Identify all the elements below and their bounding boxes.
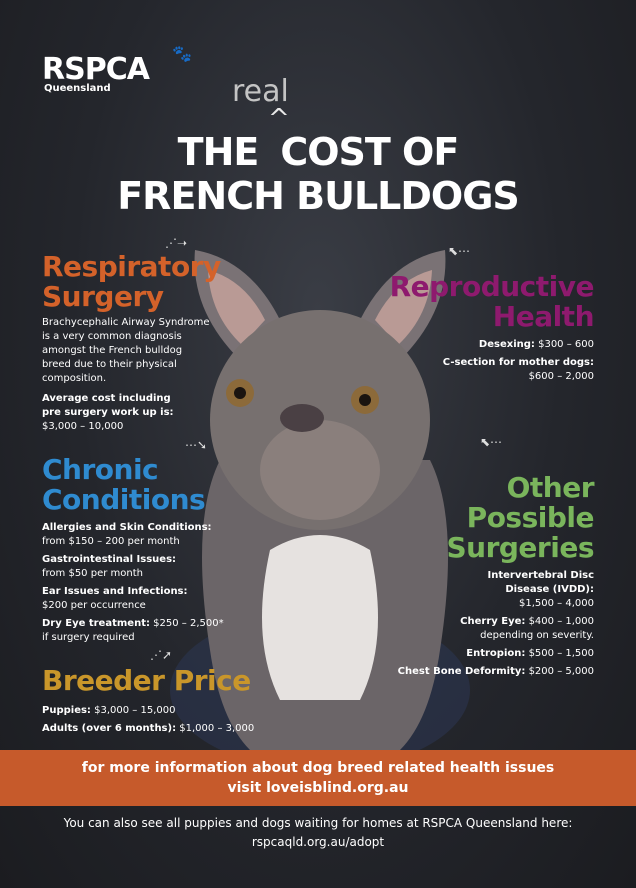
other-surgeries-section: Other Possible Surgeries Intervertebral … [397,471,595,678]
dotted-arrow-icon: ⋰➝ [165,236,188,250]
dotted-arrow-icon: ⋰➚ [150,648,173,662]
rspca-logo: RSPCA Queensland 🐾 [42,44,192,94]
title-insert: real [232,74,289,109]
reproductive-section: Reproductive Health Desexing: $300 – 600… [389,270,595,383]
caret-icon: ^ [268,104,290,134]
chronic-section: Chronic Conditions Allergies and Skin Co… [42,453,224,644]
page-title: THE COST OF FRENCH BULLDOGS [117,130,520,218]
french-bulldog-photo [170,250,470,750]
paw-prints-icon: 🐾 [172,44,192,63]
info-banner: for more information about dog breed rel… [0,750,636,806]
footer: You can also see all puppies and dogs wa… [0,814,636,852]
adopt-link[interactable]: rspcaqld.org.au/adopt [251,835,385,849]
respiratory-section: Respiratory Surgery Brachycephalic Airwa… [42,250,221,433]
loveisblind-link[interactable]: visit loveisblind.org.au [227,780,409,796]
dotted-arrow-icon: ⬉⋯ [480,435,503,449]
breeder-price-section: Breeder Price Puppies: $3,000 – 15,000 A… [42,664,255,735]
dotted-arrow-icon: ⋯➘ [185,438,208,452]
dotted-arrow-icon: ⬉⋯ [448,244,471,258]
